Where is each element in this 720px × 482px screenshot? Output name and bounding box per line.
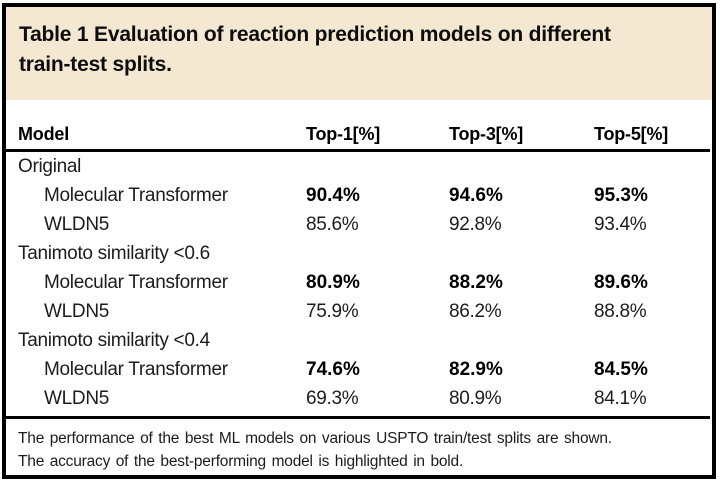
group-label: Tanimoto similarity <0.6 — [18, 243, 210, 264]
column-header-top3: Top-3[%] — [449, 124, 524, 144]
top1-value: 69.3% — [306, 388, 359, 409]
footnote-line2: The accuracy of the best-performing mode… — [18, 453, 464, 470]
top3-value: 92.8% — [449, 214, 502, 235]
group-label-row-original: Original — [6, 152, 712, 181]
model-name: WLDN5 — [44, 301, 110, 322]
model-name: Molecular Transformer — [44, 185, 228, 206]
model-name: WLDN5 — [44, 214, 110, 235]
top5-value: 95.3% — [594, 185, 648, 206]
model-name: Molecular Transformer — [44, 272, 228, 293]
table-row-original-wldn5: WLDN5 85.6% 92.8% 93.4% — [6, 210, 712, 239]
footnote-rule — [6, 416, 710, 419]
top3-value: 80.9% — [449, 388, 502, 409]
top5-value: 84.1% — [594, 388, 647, 409]
top1-value: 75.9% — [306, 301, 359, 322]
top3-value: 88.2% — [449, 272, 503, 293]
top3-value: 82.9% — [449, 359, 503, 380]
top1-value: 74.6% — [306, 359, 360, 380]
table-row-original-molecular-transformer: Molecular Transformer 90.4% 94.6% 95.3% — [6, 181, 712, 210]
table-header-row: Model Top-1[%] Top-3[%] Top-5[%] — [6, 120, 712, 149]
top5-value: 89.6% — [594, 272, 648, 293]
title-gap — [6, 100, 712, 120]
table-row-tanimoto04-wldn5: WLDN5 69.3% 80.9% 84.1% — [6, 384, 712, 413]
footnote: The performance of the best ML models on… — [6, 419, 712, 473]
top5-value: 88.8% — [594, 301, 647, 322]
top1-value: 90.4% — [306, 185, 360, 206]
top5-value: 84.5% — [594, 359, 648, 380]
group-label-row-tanimoto-04: Tanimoto similarity <0.4 — [6, 326, 712, 355]
group-label: Tanimoto similarity <0.4 — [18, 330, 210, 351]
table-figure-frame: Table 1 Evaluation of reaction predictio… — [2, 3, 716, 479]
group-label: Original — [18, 156, 82, 177]
header-rule — [6, 149, 710, 152]
column-header-top5: Top-5[%] — [594, 124, 669, 144]
column-header-top1: Top-1[%] — [306, 124, 381, 144]
table-row-tanimoto04-molecular-transformer: Molecular Transformer 74.6% 82.9% 84.5% — [6, 355, 712, 384]
top1-value: 80.9% — [306, 272, 360, 293]
table-title-band: Table 1 Evaluation of reaction predictio… — [6, 7, 712, 100]
top3-value: 86.2% — [449, 301, 502, 322]
table-title-line1: Table 1 Evaluation of reaction predictio… — [19, 23, 611, 46]
table-title-line2: train-test splits. — [19, 53, 172, 76]
top5-value: 93.4% — [594, 214, 647, 235]
column-header-model: Model — [18, 124, 69, 144]
footnote-line1: The performance of the best ML models on… — [18, 430, 612, 447]
group-label-row-tanimoto-06: Tanimoto similarity <0.6 — [6, 239, 712, 268]
table-row-tanimoto06-molecular-transformer: Molecular Transformer 80.9% 88.2% 89.6% — [6, 268, 712, 297]
top3-value: 94.6% — [449, 185, 503, 206]
model-name: WLDN5 — [44, 388, 110, 409]
top1-value: 85.6% — [306, 214, 359, 235]
model-name: Molecular Transformer — [44, 359, 228, 380]
table-row-tanimoto06-wldn5: WLDN5 75.9% 86.2% 88.8% — [6, 297, 712, 326]
